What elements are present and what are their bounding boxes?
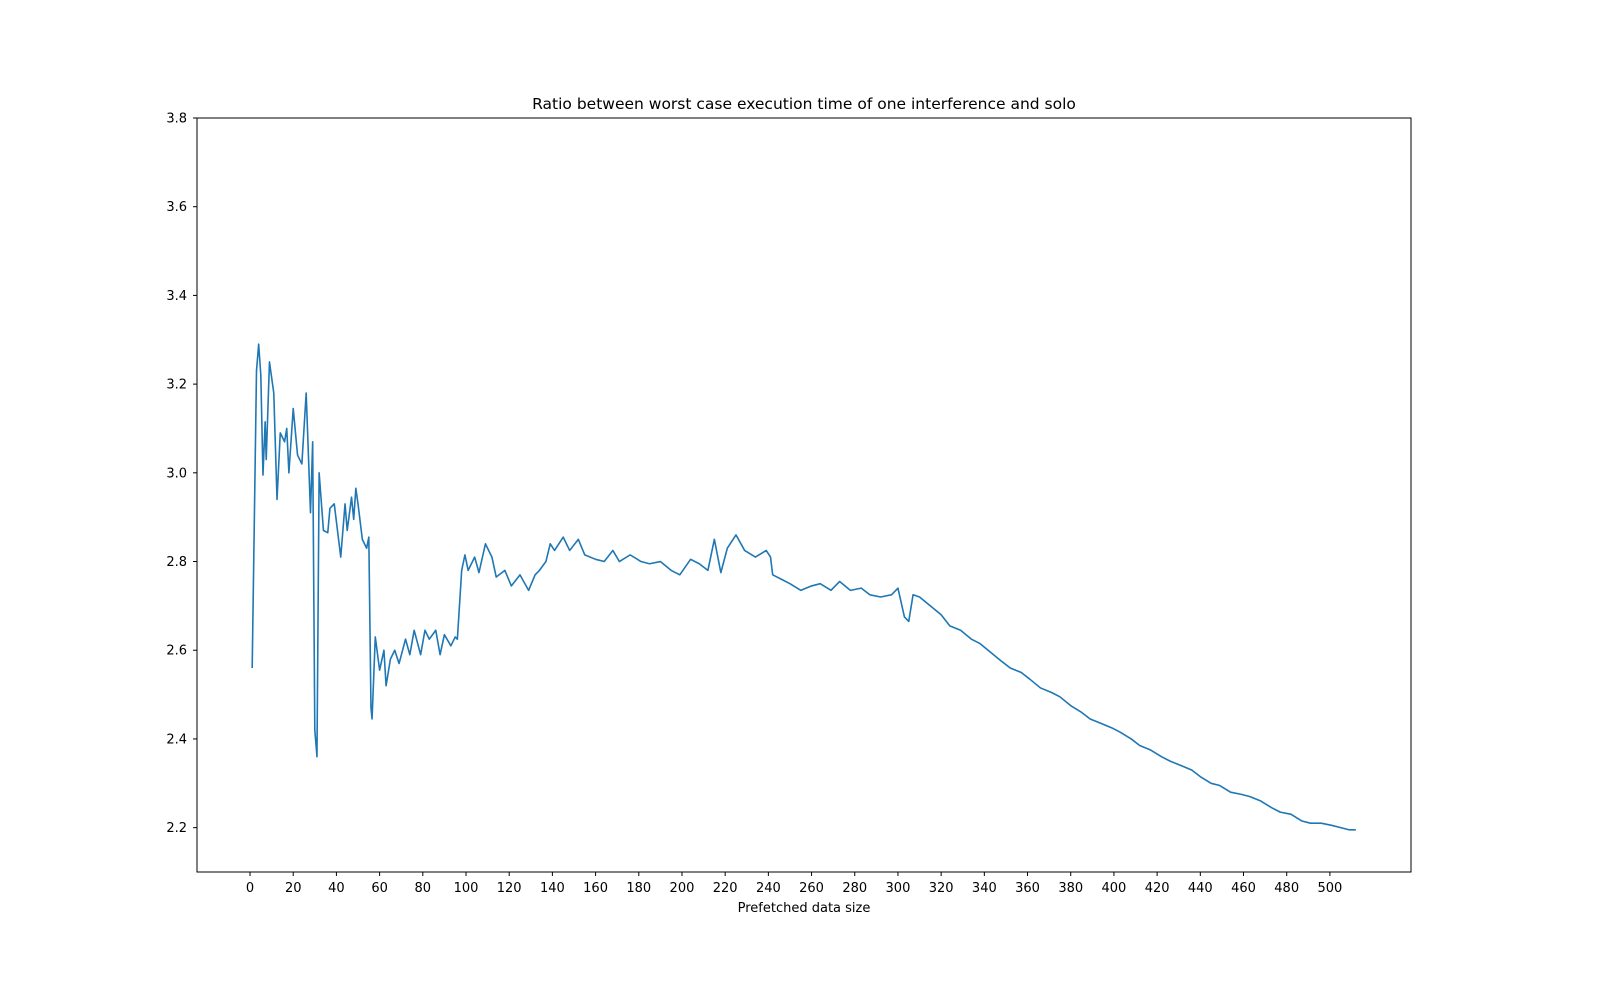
x-tick-label: 260 <box>799 881 824 896</box>
x-tick-label: 200 <box>670 881 695 896</box>
y-tick-label: 2.2 <box>166 821 187 836</box>
y-tick-label: 2.4 <box>166 732 187 747</box>
x-tick-label: 60 <box>371 881 388 896</box>
y-tick-label: 3.0 <box>166 466 187 481</box>
x-tick-label: 320 <box>929 881 954 896</box>
x-tick-label: 180 <box>626 881 651 896</box>
x-tick-label: 240 <box>756 881 781 896</box>
x-tick-label: 300 <box>886 881 911 896</box>
x-tick-label: 460 <box>1231 881 1256 896</box>
y-tick-label: 3.2 <box>166 378 187 393</box>
x-tick-label: 40 <box>328 881 345 896</box>
x-axis-label: Prefetched data size <box>738 901 871 916</box>
x-tick-label: 280 <box>842 881 867 896</box>
x-tick-label: 420 <box>1145 881 1170 896</box>
x-tick-label: 400 <box>1102 881 1127 896</box>
x-tick-label: 160 <box>583 881 608 896</box>
chart-title: Ratio between worst case execution time … <box>532 95 1076 113</box>
y-tick-label: 2.6 <box>166 644 187 659</box>
x-tick-label: 480 <box>1274 881 1299 896</box>
axes-frame <box>196 117 1412 873</box>
y-tick-label: 3.6 <box>166 200 187 215</box>
x-tick-label: 220 <box>713 881 738 896</box>
x-tick-label: 340 <box>972 881 997 896</box>
x-tick-label: 440 <box>1188 881 1213 896</box>
x-tick-label: 100 <box>454 881 479 896</box>
y-tick-label: 2.8 <box>166 555 187 570</box>
x-tick-label: 380 <box>1058 881 1083 896</box>
y-tick-label: 3.4 <box>166 289 187 304</box>
plot-area: 2.2 2.4 2.6 2.8 3.0 3.2 3.4 3.6 3.8 0 20 40 60 80 100 1… <box>166 112 1356 896</box>
x-tick-label: 20 <box>285 881 302 896</box>
x-tick-label: 80 <box>415 881 432 896</box>
x-tick-label: 120 <box>497 881 522 896</box>
x-tick-label: 140 <box>540 881 565 896</box>
data-line <box>251 343 1356 831</box>
y-tick-label: 3.8 <box>166 112 187 127</box>
x-tick-label: 0 <box>246 881 254 896</box>
x-tick-label: 360 <box>1015 881 1040 896</box>
x-tick-label: 500 <box>1317 881 1342 896</box>
